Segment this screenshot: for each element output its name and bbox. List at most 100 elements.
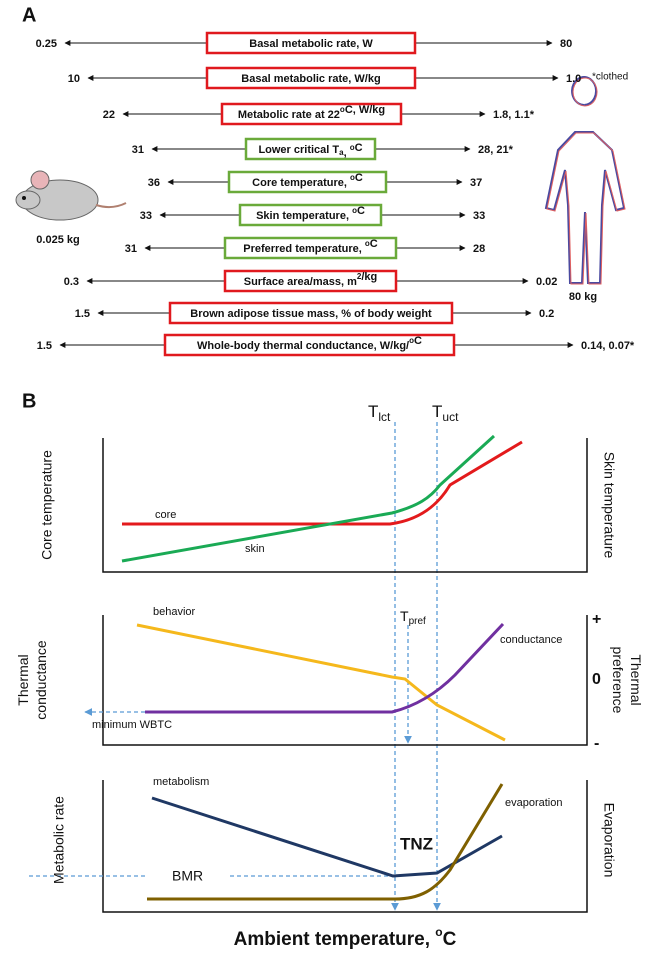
left-value: 31 <box>132 144 144 156</box>
text-part: Metabolic rate at 22 <box>238 109 340 121</box>
tnz-label: TNZ <box>400 834 433 853</box>
behavior-curve <box>136 623 506 742</box>
minimum-label: minimum WBTC <box>92 719 172 731</box>
text-part: Skin temperature, <box>256 210 352 222</box>
plus: + <box>592 611 601 628</box>
label-box <box>205 31 417 55</box>
t: Ambient temperature, <box>234 929 436 950</box>
minus: - <box>594 735 599 752</box>
right-value: 0.02 <box>536 276 557 288</box>
row-label: Preferred temperature, oC <box>243 238 378 255</box>
human-mass: 80 kg <box>569 291 597 303</box>
row-label: Brown adipose tissue mass, % of body wei… <box>190 308 432 320</box>
sup: o <box>350 143 355 152</box>
text-part: Core temperature, <box>252 177 350 189</box>
label-box <box>163 333 456 357</box>
evaporation-label: evaporation <box>505 797 563 809</box>
text-part: Preferred temperature, <box>243 243 365 255</box>
right-value: 0.14, 0.07* <box>581 340 635 352</box>
left-value: 0.25 <box>36 38 57 50</box>
text-part: Surface area/mass, m <box>244 276 357 288</box>
sup: o <box>435 925 442 939</box>
t: T <box>400 608 409 624</box>
text-part: C, W/kg <box>345 104 385 116</box>
text-part: C <box>355 142 363 154</box>
sub: lct <box>378 410 391 424</box>
right-value: 37 <box>470 177 482 189</box>
note: *clothed <box>592 72 628 83</box>
x-label: Ambient temperature, oC <box>234 925 457 950</box>
sup: o <box>350 173 355 182</box>
label-box <box>227 170 388 194</box>
text-part: Basal metabolic rate, W <box>249 38 373 50</box>
label-box <box>238 203 383 227</box>
t: T <box>368 402 378 421</box>
t-lct: Tlct <box>368 402 391 424</box>
left-value: 0.3 <box>64 276 79 288</box>
right-value: 0.2 <box>539 308 554 320</box>
sup: 2 <box>357 272 362 281</box>
t: C <box>443 929 457 950</box>
sub: pref <box>409 616 426 627</box>
text-part: C <box>414 335 422 347</box>
text-part: Whole-body thermal conductance, W/kg/ <box>197 340 409 352</box>
left-value: 1.5 <box>37 340 52 352</box>
right-value: 1.8, 1.1* <box>493 109 535 121</box>
sup: o <box>340 105 345 114</box>
sup: o <box>365 239 370 248</box>
text-part: Brown adipose tissue mass, % of body wei… <box>190 308 432 320</box>
y-right-label: Thermalpreference <box>610 647 644 714</box>
panel-a: A *clothed 0.025 kg 80 kg 0.25 80 Basal me… <box>15 4 635 357</box>
behavior-label: behavior <box>153 606 196 618</box>
row-label: Skin temperature, oC <box>256 205 365 222</box>
left-value: 31 <box>125 243 137 255</box>
panel-label: B <box>22 390 36 412</box>
right-value: 28 <box>473 243 485 255</box>
y-right-label: Evaporation <box>601 803 617 878</box>
sup: o <box>352 206 357 215</box>
text-part: , <box>344 147 350 159</box>
axes <box>102 615 588 746</box>
axes <box>102 438 588 573</box>
t-pref: Tpref <box>400 608 426 627</box>
mouse-mass: 0.025 kg <box>36 234 79 246</box>
row-label: Basal metabolic rate, W <box>249 38 373 50</box>
t: T <box>432 402 442 421</box>
row-label: Whole-body thermal conductance, W/kg/oC <box>197 335 422 352</box>
conductance-curve <box>145 622 505 714</box>
label-box <box>223 269 398 293</box>
human-icon <box>544 76 626 285</box>
text-part: Lower critical T <box>258 144 339 156</box>
line: preference <box>610 647 626 714</box>
y-right-label: Skin temperature <box>601 452 617 559</box>
metabolism-label: metabolism <box>153 776 209 788</box>
text-part: Basal metabolic rate, W/kg <box>241 73 380 85</box>
panel-label: A <box>22 4 36 26</box>
core-curve <box>122 440 523 526</box>
axes <box>102 780 588 913</box>
right-value: 28, 21* <box>478 144 514 156</box>
t-uct: Tuct <box>432 402 459 424</box>
skin-curve <box>121 434 496 563</box>
label-box <box>244 137 377 161</box>
right-value: 80 <box>560 38 572 50</box>
left-value: 1.5 <box>75 308 90 320</box>
text-part: C <box>370 238 378 250</box>
label-box <box>220 102 403 126</box>
line: Thermal <box>15 654 31 705</box>
left-value: 22 <box>103 109 115 121</box>
evaporation-curve <box>147 783 504 901</box>
right-value: 33 <box>473 210 485 222</box>
row-label: Surface area/mass, m2/kg <box>244 271 378 288</box>
conductance-label: conductance <box>500 634 562 646</box>
line: conductance <box>33 640 49 720</box>
sub: uct <box>442 410 459 424</box>
y-left-label: Core temperature <box>39 450 55 560</box>
panel-b: B Tlct Tuct Core temperature Skin temper… <box>15 390 645 950</box>
left-value: 10 <box>68 73 80 85</box>
row-label: Metabolic rate at 22oC, W/kg <box>238 104 385 121</box>
right-value: 1.0 <box>566 73 581 85</box>
skin-label: skin <box>245 543 265 555</box>
text-part: C <box>355 172 363 184</box>
label-box <box>223 236 398 260</box>
